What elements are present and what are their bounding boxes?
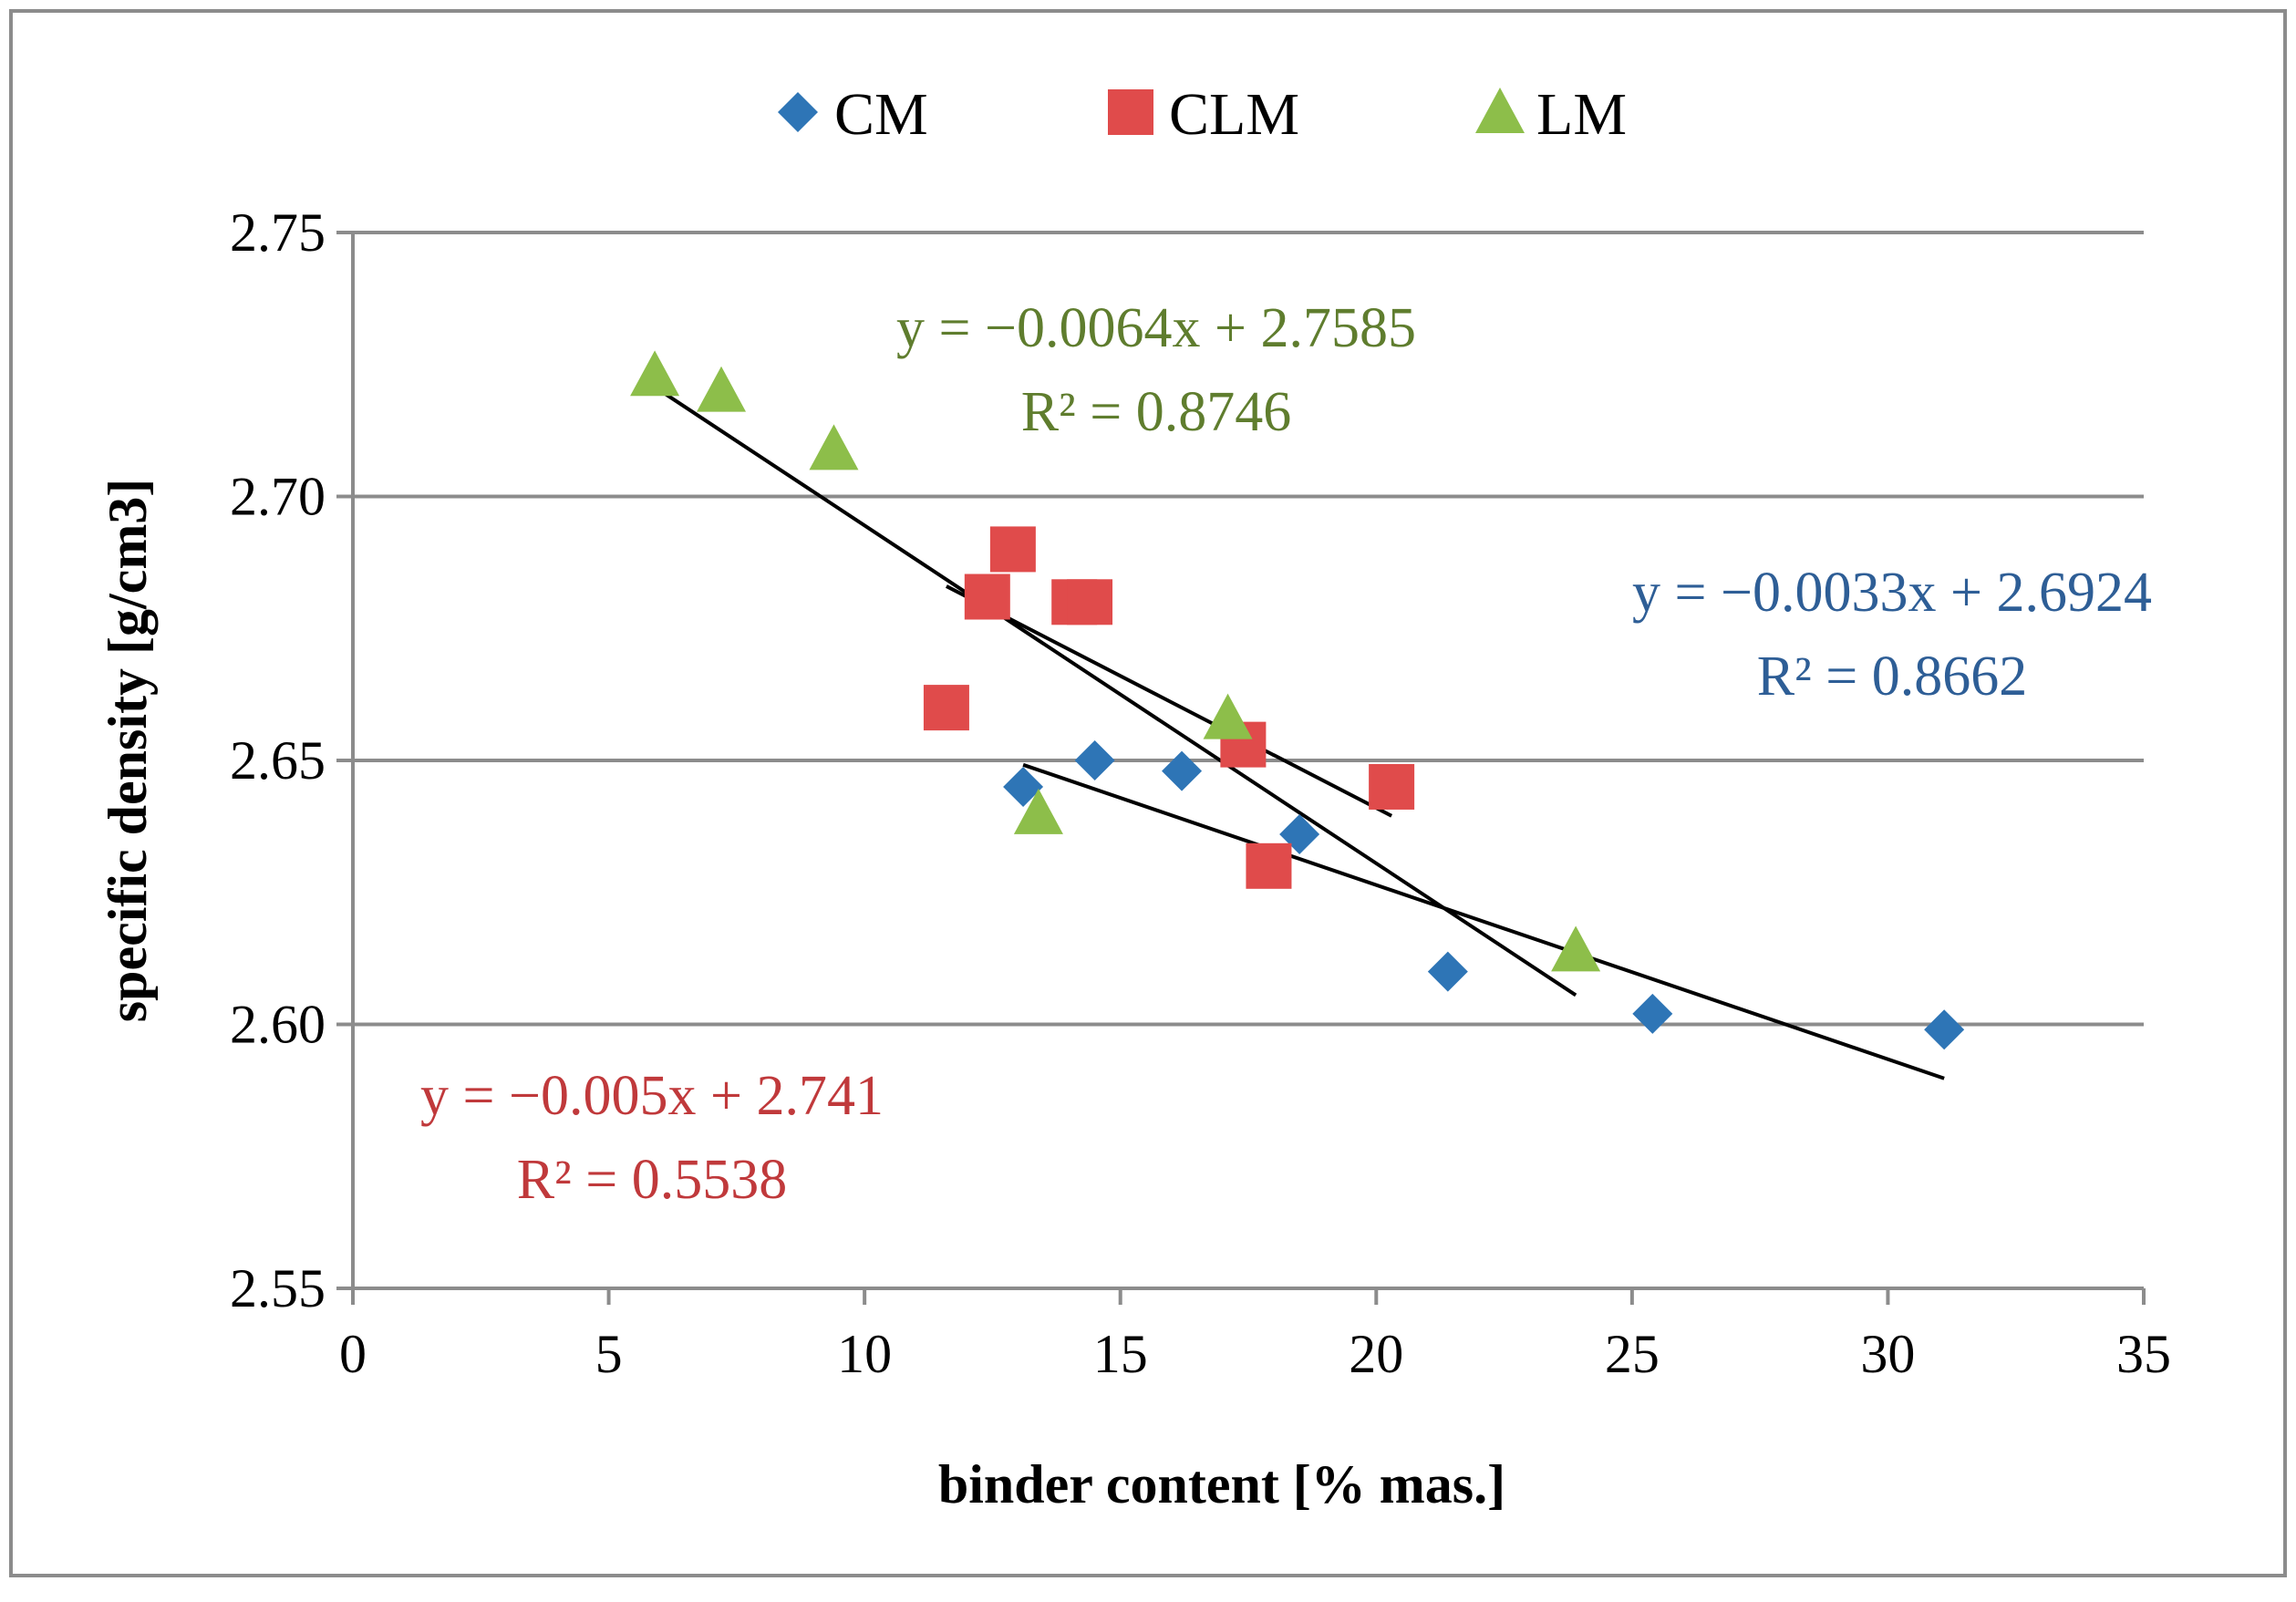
cm-point	[1924, 1009, 1965, 1050]
y-axis-title: specific density [g/cm3]	[98, 479, 158, 1023]
lm-trendline	[653, 385, 1577, 997]
x-tick-label: 15	[1093, 1324, 1148, 1384]
x-tick-label: 25	[1605, 1324, 1660, 1384]
y-tick-label: 2.55	[230, 1258, 326, 1318]
lm-legend-marker	[1475, 88, 1525, 133]
y-tick-label: 2.60	[230, 995, 326, 1055]
clm-trendline	[946, 584, 1393, 818]
lm-point	[1203, 693, 1253, 739]
cm-point	[1632, 993, 1673, 1034]
clm-legend-label: CLM	[1169, 81, 1299, 148]
axes: 2.55 2.60 2.65 2.70 2.75 0 5 10 15 20 25 30 35	[230, 202, 2171, 1384]
trendline-equations: y = −0.0033x + 2.6924 R² = 0.8662 y = −0…	[420, 297, 2152, 1211]
clm-legend-marker	[1108, 89, 1153, 135]
clm-point	[923, 685, 969, 731]
clm-equation-label: y = −0.005x + 2.741	[420, 1065, 884, 1127]
clm-point	[964, 574, 1010, 620]
x-tick-label: 10	[837, 1324, 892, 1384]
cm-trendline	[1022, 762, 1945, 1080]
x-tick-label: 5	[595, 1324, 623, 1384]
lm-legend-label: LM	[1536, 81, 1627, 148]
data-points	[630, 350, 1965, 1050]
lm-point	[630, 350, 680, 397]
lm-point	[809, 424, 859, 470]
lm-point	[1551, 925, 1601, 972]
clm-r2-label: R² = 0.5538	[517, 1149, 787, 1211]
cm-point	[1162, 750, 1203, 791]
x-tick-label: 20	[1349, 1324, 1403, 1384]
legend: CM CLM LM	[778, 81, 1627, 148]
cm-point	[1003, 766, 1044, 807]
x-tick-label: 35	[2116, 1324, 2171, 1384]
x-axis-title: binder content [% mas.]	[938, 1454, 1505, 1514]
clm-point	[1067, 579, 1113, 625]
lm-point	[697, 366, 747, 412]
cm-r2-label: R² = 0.8662	[1757, 646, 2027, 708]
x-tick-label: 30	[1860, 1324, 1915, 1384]
y-tick-label: 2.75	[230, 202, 326, 263]
y-tick-label: 2.65	[230, 730, 326, 791]
x-tick-label: 0	[339, 1324, 367, 1384]
clm-point	[989, 526, 1036, 573]
clm-point	[1246, 842, 1292, 889]
y-tick-label: 2.70	[230, 467, 326, 527]
cm-point	[1074, 740, 1115, 780]
lm-equation-label: y = −0.0064x + 2.7585	[896, 297, 1416, 359]
cm-legend-marker	[778, 92, 818, 132]
trendlines	[653, 385, 1945, 1080]
cm-point	[1427, 951, 1468, 992]
clm-point	[1369, 763, 1415, 810]
lm-r2-label: R² = 0.8746	[1021, 381, 1291, 443]
lm-point	[1013, 788, 1063, 834]
chart-border	[9, 9, 2287, 1577]
cm-equation-label: y = −0.0033x + 2.6924	[1632, 562, 2152, 624]
cm-legend-label: CM	[834, 81, 928, 148]
